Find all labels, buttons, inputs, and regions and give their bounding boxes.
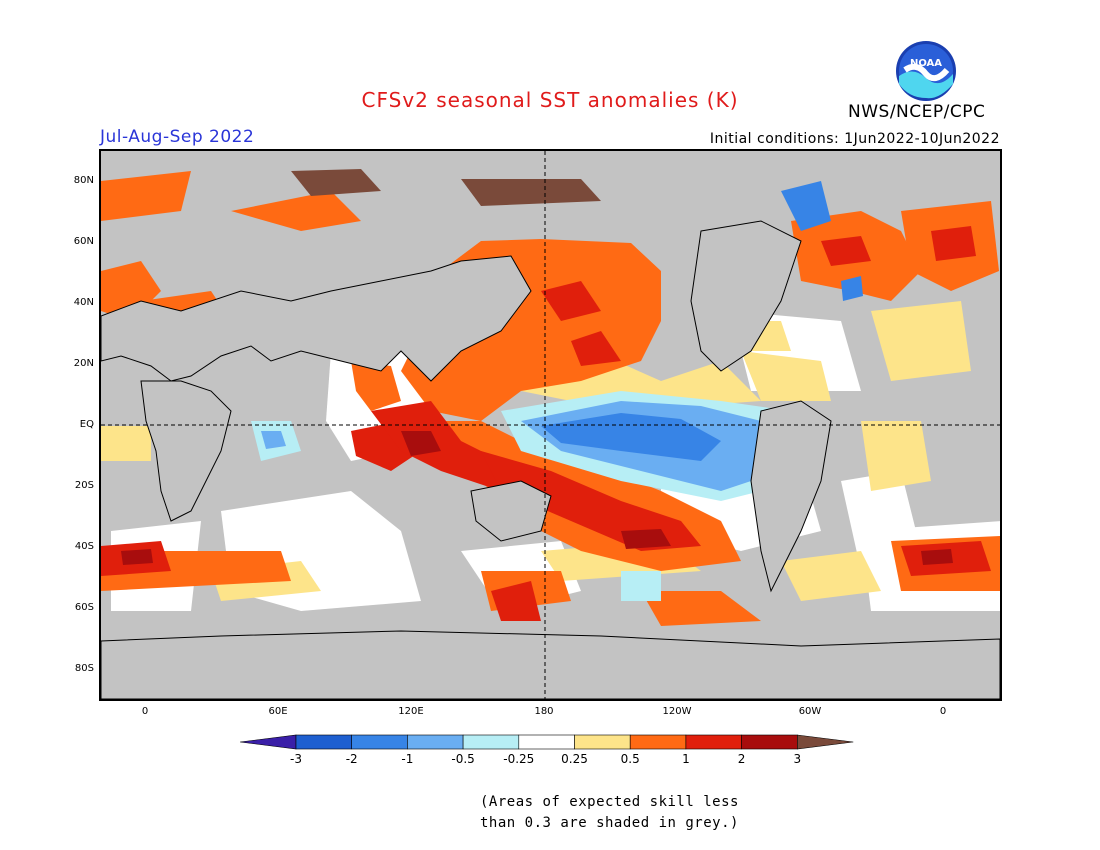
colorbar-tick-label: -1 (401, 752, 414, 766)
lat-label: 40N (73, 297, 94, 308)
colorbar-segment (351, 734, 408, 750)
colorbar-max-triangle (797, 734, 854, 750)
colorbar (239, 733, 862, 755)
note-line: (Areas of expected skill less (480, 794, 739, 810)
colorbar-tick-label: -2 (345, 752, 358, 766)
colorbar-segment (574, 734, 631, 750)
very-strong-warm-areas (121, 431, 953, 565)
colorbar-min-triangle (239, 734, 297, 750)
strong-warm-areas (101, 226, 991, 621)
colorbar-segment (407, 734, 464, 750)
lon-label: 180 (534, 706, 554, 717)
colorbar-tick-label: 3 (793, 752, 802, 766)
lon-label: 120E (398, 706, 424, 717)
lat-label: 20S (74, 480, 94, 491)
chart-title: CFSv2 seasonal SST anomalies (K) (361, 88, 739, 112)
colorbar-tick-label: -3 (290, 752, 302, 766)
lat-label: EQ (79, 419, 94, 430)
colorbar-segment (741, 734, 798, 750)
colorbar-tick-label: -0.5 (451, 752, 475, 766)
lat-label: 60S (74, 602, 94, 613)
lat-label: 80N (73, 175, 94, 186)
lon-label: 60E (268, 706, 288, 717)
initial-conditions-label: Initial conditions: 1Jun2022-10Jun2022 (709, 131, 1000, 147)
colorbar-segment (462, 734, 520, 750)
colorbar-tick-label: 2 (737, 752, 746, 766)
land-outlines (101, 220, 832, 593)
lon-label: 120W (662, 706, 692, 717)
colorbar-segment (629, 734, 687, 750)
agency-label: NWS/NCEP/CPC (848, 102, 986, 122)
colorbar-segment (295, 734, 353, 750)
lat-label: 80S (74, 663, 94, 674)
colorbar-tick-label: 1 (682, 752, 690, 766)
lon-label: 60W (798, 706, 822, 717)
extreme-warm-areas (291, 169, 601, 206)
season-label: Jul-Aug-Sep 2022 (100, 127, 255, 147)
noaa-logo: NOAA (895, 40, 957, 102)
colorbar-tick-label: 0.5 (620, 752, 640, 766)
lon-label: 0 (939, 706, 947, 717)
lon-label: 0 (141, 706, 149, 717)
skill-note: (Areas of expected skill less than 0.3 a… (480, 792, 739, 834)
antarctica-outline (101, 630, 1000, 699)
colorbar-segment (685, 734, 742, 750)
sst-anomaly-map (99, 149, 1002, 701)
colorbar-segment (518, 734, 575, 750)
colorbar-tick-label: 0.25 (561, 752, 588, 766)
lat-label: 40S (74, 541, 94, 552)
lat-label: 60N (73, 236, 94, 247)
lat-label: 20N (73, 358, 94, 369)
note-line: than 0.3 are shaded in grey.) (480, 815, 739, 831)
colorbar-tick-label: -0.25 (503, 752, 535, 766)
logo-text: NOAA (910, 58, 942, 69)
